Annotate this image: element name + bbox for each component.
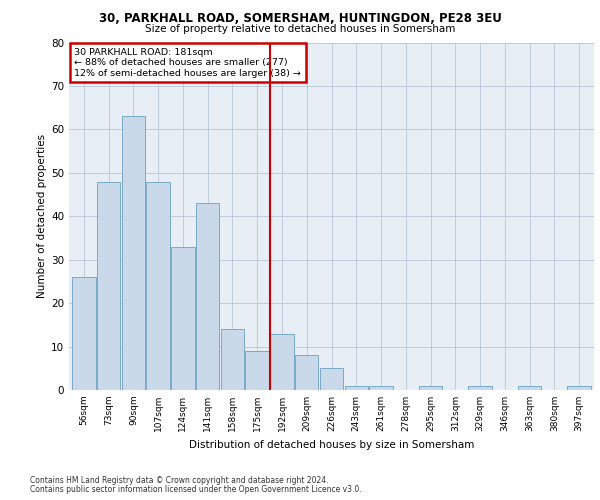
Bar [568, 386, 591, 390]
Text: Contains HM Land Registry data © Crown copyright and database right 2024.: Contains HM Land Registry data © Crown c… [30, 476, 329, 485]
Bar [270, 334, 294, 390]
Bar [344, 386, 368, 390]
Bar [72, 277, 95, 390]
Bar [295, 355, 319, 390]
Bar [122, 116, 145, 390]
Text: Size of property relative to detached houses in Somersham: Size of property relative to detached ho… [145, 24, 455, 34]
Bar [419, 386, 442, 390]
Text: Contains public sector information licensed under the Open Government Licence v3: Contains public sector information licen… [30, 485, 362, 494]
Bar [146, 182, 170, 390]
Bar [369, 386, 393, 390]
X-axis label: Distribution of detached houses by size in Somersham: Distribution of detached houses by size … [189, 440, 474, 450]
Bar [518, 386, 541, 390]
Bar [171, 246, 194, 390]
Text: 30, PARKHALL ROAD, SOMERSHAM, HUNTINGDON, PE28 3EU: 30, PARKHALL ROAD, SOMERSHAM, HUNTINGDON… [98, 12, 502, 26]
Bar [221, 329, 244, 390]
Y-axis label: Number of detached properties: Number of detached properties [37, 134, 47, 298]
Bar [320, 368, 343, 390]
Text: 30 PARKHALL ROAD: 181sqm
← 88% of detached houses are smaller (277)
12% of semi-: 30 PARKHALL ROAD: 181sqm ← 88% of detach… [74, 48, 301, 78]
Bar [97, 182, 121, 390]
Bar [245, 351, 269, 390]
Bar [196, 203, 220, 390]
Bar [469, 386, 492, 390]
